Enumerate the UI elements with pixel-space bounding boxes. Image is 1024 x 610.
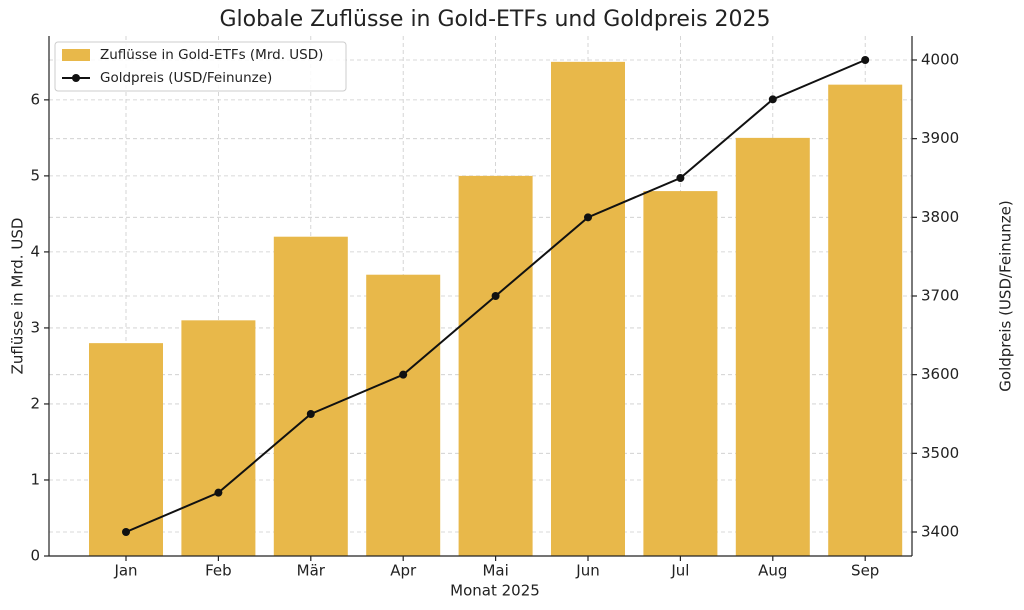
bar xyxy=(735,137,810,556)
x-tick-label: Feb xyxy=(205,562,232,580)
bar xyxy=(643,191,718,557)
y2-tick-label: 3400 xyxy=(921,523,959,541)
marker xyxy=(214,488,223,497)
y2-tick-label: 3600 xyxy=(921,365,959,383)
legend-box xyxy=(54,41,347,92)
bar xyxy=(458,175,533,556)
y2-tick-label: 3800 xyxy=(921,208,959,226)
x-tick-label: Mär xyxy=(297,562,326,580)
x-tick-label: Jun xyxy=(575,562,599,580)
legend-swatch xyxy=(72,74,80,82)
marker xyxy=(491,292,500,300)
legend-label: Zuflüsse in Gold-ETFs (Mrd. USD) xyxy=(100,47,323,63)
bar xyxy=(828,84,903,556)
bar xyxy=(181,320,256,556)
marker xyxy=(861,55,870,64)
bar xyxy=(366,274,441,556)
legend-swatch xyxy=(62,49,90,61)
marker xyxy=(306,410,315,419)
x-tick-label: Mai xyxy=(482,562,508,580)
x-tick-label: Jul xyxy=(670,562,689,580)
y2-tick-label: 4000 xyxy=(921,50,959,68)
bar xyxy=(273,236,348,556)
marker xyxy=(122,528,130,537)
x-tick-label: Sep xyxy=(851,562,879,580)
y-axis-label: Zuflüsse in Mrd. USD xyxy=(9,218,27,375)
x-tick-label: Apr xyxy=(390,562,417,580)
x-tick-label: Jan xyxy=(113,562,137,580)
y-tick-label: 3 xyxy=(30,318,40,336)
legend: Zuflüsse in Gold-ETFs (Mrd. USD) Goldprei… xyxy=(54,41,347,92)
bar xyxy=(89,343,163,556)
y2-tick-label: 3900 xyxy=(921,129,959,147)
legend-label: Goldpreis (USD/Feinunze) xyxy=(100,70,272,86)
x-tick-label: Aug xyxy=(758,562,787,580)
marker xyxy=(584,213,592,222)
y-tick-label: 6 xyxy=(30,90,40,108)
marker xyxy=(676,173,685,182)
x-axis-label: Monat 2025 xyxy=(450,582,540,600)
y2-tick-label: 3500 xyxy=(921,444,959,462)
bar xyxy=(551,61,625,556)
y-tick-label: 1 xyxy=(30,470,40,488)
y-tick-label: 2 xyxy=(30,394,40,412)
marker xyxy=(399,370,408,379)
marker xyxy=(768,95,777,104)
y2-tick-label: 3700 xyxy=(921,287,959,305)
y-tick-label: 0 xyxy=(30,547,40,565)
y-tick-label: 4 xyxy=(30,242,40,260)
y2-axis-label: Goldpreis (USD/Feinunze) xyxy=(997,200,1015,391)
y-tick-label: 5 xyxy=(30,166,40,184)
chart-title: Globale Zuflüsse in Gold-ETFs und Goldpr… xyxy=(219,7,770,32)
